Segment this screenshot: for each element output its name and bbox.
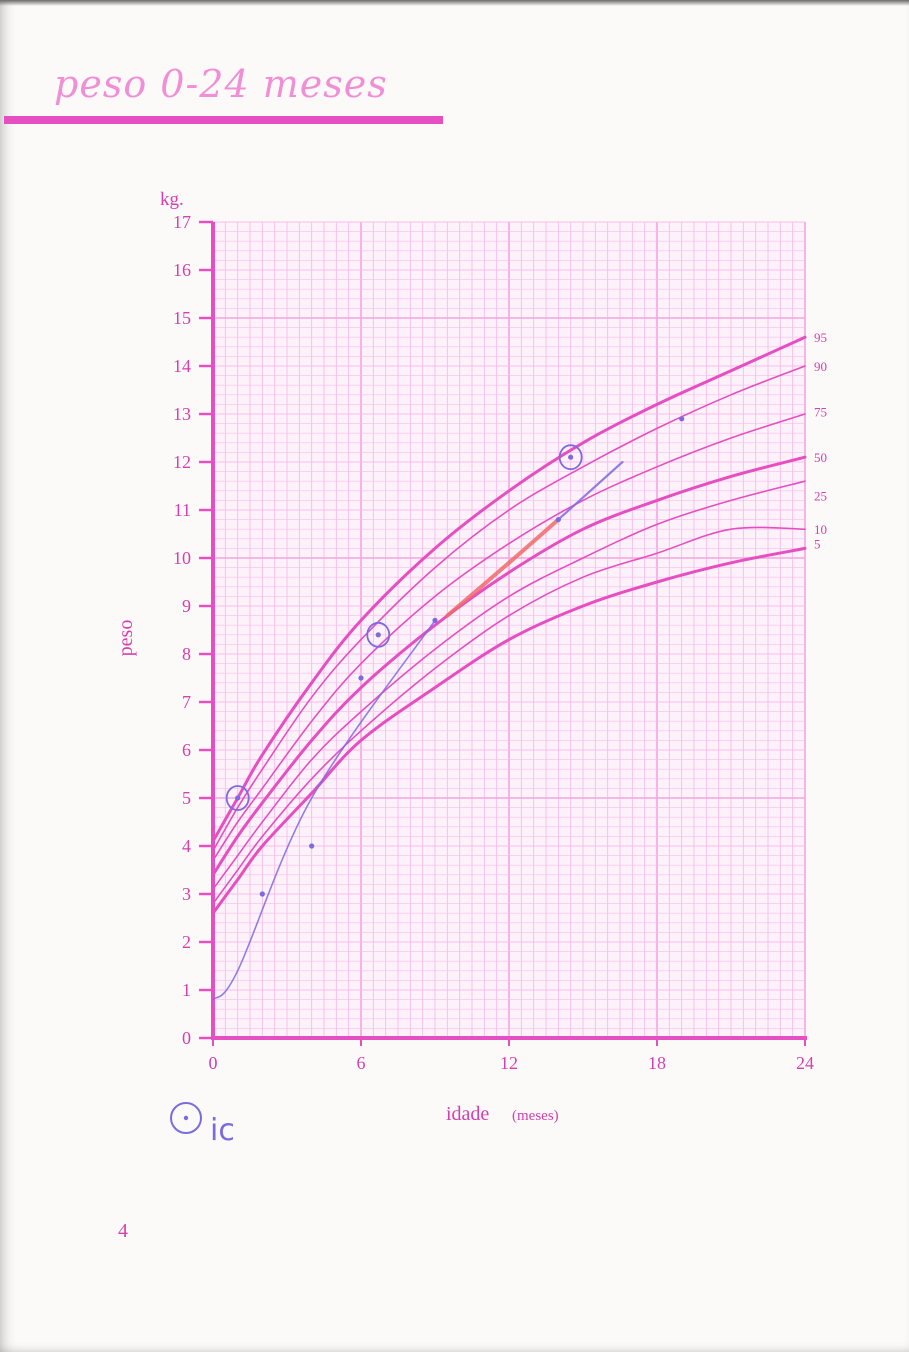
y-tick-label: 11 xyxy=(174,500,191,520)
percentile-curve-95 xyxy=(211,335,807,843)
chart-labels: kg. peso idade (meses) ic 01234567891011… xyxy=(115,189,827,1148)
y-tick-label: 9 xyxy=(182,596,191,616)
percentile-label-10: 10 xyxy=(814,522,827,537)
handwritten-circle-dot xyxy=(183,1115,189,1121)
page-edge xyxy=(0,0,909,6)
child-weight-line-late xyxy=(557,460,624,521)
circled-weight-point xyxy=(225,785,250,811)
percentile-label-90: 90 xyxy=(814,359,827,374)
x-tick-label: 6 xyxy=(357,1053,366,1073)
x-tick-label: 12 xyxy=(500,1053,518,1073)
circled-weight-point xyxy=(558,444,583,471)
y-tick-label: 15 xyxy=(173,308,191,328)
x-axis-unit: (meses) xyxy=(512,1108,559,1124)
handwritten-circle xyxy=(170,1102,202,1134)
child-weight-point xyxy=(555,517,561,523)
y-tick-label: 5 xyxy=(182,788,191,808)
x-tick-label: 18 xyxy=(648,1053,666,1073)
child-weight-line-red xyxy=(445,517,561,618)
percentile-curves xyxy=(211,335,807,915)
chart-grid xyxy=(212,221,806,1039)
percentile-curve-50 xyxy=(211,455,807,877)
y-tick-label: 4 xyxy=(182,836,191,856)
y-tick-label: 3 xyxy=(182,884,191,904)
percentile-label-75: 75 xyxy=(814,405,827,420)
y-tick-label: 8 xyxy=(182,644,191,664)
y-tick-label: 12 xyxy=(173,452,191,472)
y-tick-label: 2 xyxy=(182,932,191,952)
page-number: 4 xyxy=(118,1220,128,1242)
child-weight-line xyxy=(212,619,436,1001)
y-tick-label: 1 xyxy=(182,980,191,1000)
percentile-curve-5 xyxy=(211,546,807,915)
child-weight-point xyxy=(679,416,685,422)
y-tick-label: 10 xyxy=(173,548,191,568)
child-weight-point xyxy=(568,454,574,460)
percentile-curve-90 xyxy=(212,365,806,852)
page-title: peso 0-24 meses xyxy=(54,62,388,106)
percentile-label-50: 50 xyxy=(814,450,827,465)
y-tick-label: 0 xyxy=(182,1028,191,1048)
child-weight-point xyxy=(309,843,315,849)
handwritten-marks xyxy=(170,416,685,1134)
percentile-curve-25 xyxy=(212,480,806,890)
percentile-label-5: 5 xyxy=(814,537,821,552)
y-unit-label: kg. xyxy=(160,189,184,210)
y-tick-label: 14 xyxy=(173,356,191,376)
title-rule xyxy=(4,116,443,124)
percentile-curve-75 xyxy=(212,413,806,862)
y-tick-label: 7 xyxy=(182,692,191,712)
child-weight-point xyxy=(432,617,438,624)
x-axis-title: idade xyxy=(446,1103,489,1125)
y-axis-title: peso xyxy=(115,620,137,657)
child-weight-point xyxy=(358,675,364,681)
child-weight-point xyxy=(259,891,265,897)
y-tick-label: 6 xyxy=(182,740,191,760)
x-tick-label: 24 xyxy=(796,1053,814,1073)
child-weight-point xyxy=(375,632,381,638)
percentile-curve-10 xyxy=(212,526,806,905)
percentile-label-25: 25 xyxy=(814,489,827,504)
child-weight-point xyxy=(235,795,241,801)
x-tick-label: 0 xyxy=(209,1053,218,1073)
y-tick-label: 17 xyxy=(173,212,191,232)
y-tick-label: 13 xyxy=(173,404,191,424)
y-tick-label: 16 xyxy=(173,260,191,280)
handwritten-note: ic xyxy=(210,1113,235,1148)
circled-weight-point xyxy=(366,621,391,648)
percentile-label-95: 95 xyxy=(814,330,827,345)
